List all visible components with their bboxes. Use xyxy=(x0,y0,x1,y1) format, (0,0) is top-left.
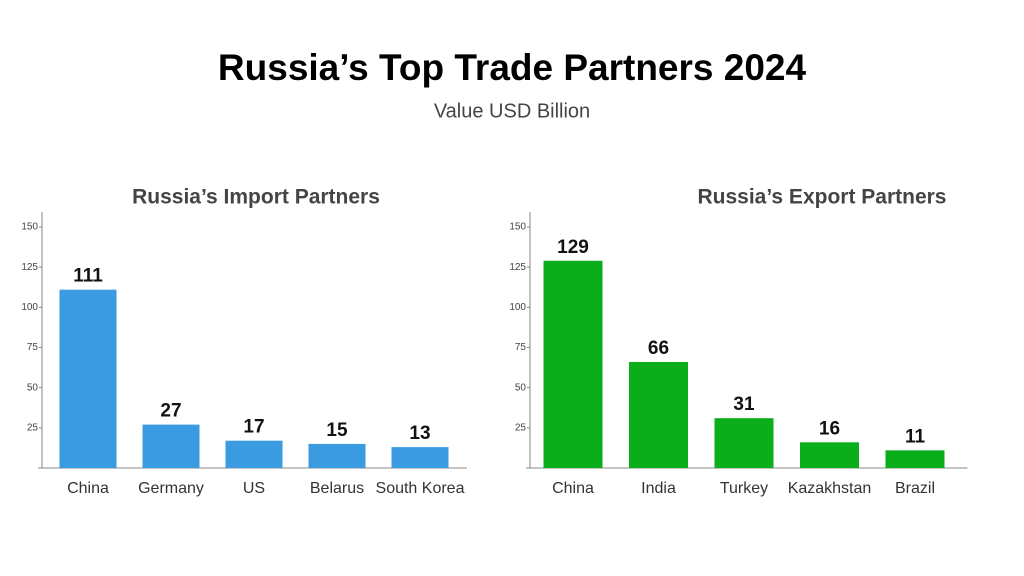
x-tick-label: US xyxy=(243,480,265,497)
bar xyxy=(142,424,200,468)
x-tick-label: China xyxy=(67,480,109,497)
y-tick-label: 50 xyxy=(515,382,527,393)
x-tick-label: Brazil xyxy=(895,480,935,497)
x-tick-label: Germany xyxy=(138,480,204,497)
value-label: 15 xyxy=(326,420,348,441)
x-tick-label: India xyxy=(641,480,676,497)
value-label: 111 xyxy=(73,266,103,287)
x-tick-label: Turkey xyxy=(720,480,768,497)
y-tick-label: 125 xyxy=(21,262,38,273)
chart-title: Russia’s Export Partners xyxy=(698,186,947,209)
value-label: 13 xyxy=(409,423,430,444)
bar xyxy=(629,361,688,468)
value-label: 66 xyxy=(648,338,669,359)
y-tick-label: 50 xyxy=(27,382,39,393)
x-tick-label: Kazakhstan xyxy=(788,480,872,497)
x-tick-label: South Korea xyxy=(376,480,465,497)
bar xyxy=(59,289,117,468)
value-label: 17 xyxy=(243,417,264,438)
bar xyxy=(714,418,774,468)
y-tick-label: 150 xyxy=(21,222,38,233)
value-label: 11 xyxy=(905,426,926,447)
y-tick-label: 25 xyxy=(27,422,39,433)
chart-title: Russia’s Import Partners xyxy=(132,186,380,209)
y-tick-label: 150 xyxy=(509,222,526,233)
value-label: 129 xyxy=(557,237,589,258)
bar xyxy=(225,440,283,468)
page-title: Russia’s Top Trade Partners 2024 xyxy=(218,47,807,88)
y-tick-label: 25 xyxy=(515,422,527,433)
value-label: 16 xyxy=(819,418,840,439)
x-tick-label: Belarus xyxy=(310,480,364,497)
bar xyxy=(543,260,603,468)
bar xyxy=(800,442,859,468)
value-label: 27 xyxy=(160,401,181,422)
y-tick-label: 75 xyxy=(27,342,39,353)
y-tick-label: 100 xyxy=(509,302,526,313)
y-tick-label: 125 xyxy=(509,262,526,273)
bar xyxy=(308,443,366,468)
x-tick-label: China xyxy=(552,480,594,497)
value-label: 31 xyxy=(733,394,755,415)
y-tick-label: 75 xyxy=(515,342,527,353)
y-tick-label: 100 xyxy=(21,302,38,313)
page-subtitle: Value USD Billion xyxy=(434,100,590,122)
bar xyxy=(391,447,449,468)
bar xyxy=(885,450,945,468)
